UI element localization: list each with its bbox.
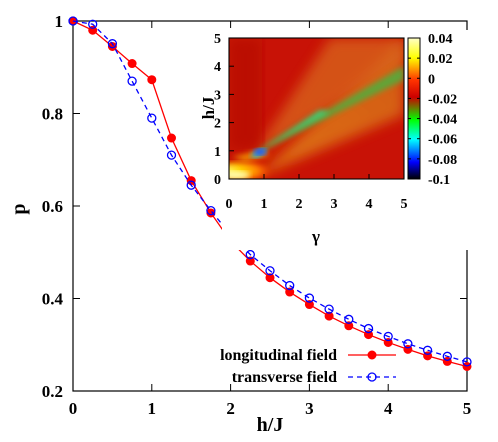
inset-x-tick-labels: 0 1 2 3 4 5 <box>226 197 408 212</box>
inset-axis-ticks <box>228 37 405 180</box>
colorbar-tick-label: -0.08 <box>428 153 457 168</box>
main-y-tick-label: 0.8 <box>42 105 63 124</box>
inset-x-tick-label: 3 <box>331 197 338 212</box>
main-plot: 0 1 2 3 4 5 0.2 0.4 0.6 0.8 1 h/J p <box>8 12 472 436</box>
heatmap-image <box>229 38 404 179</box>
data-point-longitudinal <box>265 273 275 283</box>
inset-x-tick-label: 0 <box>226 197 233 212</box>
series-line-transverse <box>72 20 468 363</box>
colorbar-tick-label: -0.1 <box>428 173 450 188</box>
main-x-tick-label: 3 <box>305 399 314 418</box>
data-point-transverse <box>324 304 334 314</box>
data-point-longitudinal <box>127 59 137 69</box>
data-point-longitudinal <box>147 75 157 85</box>
inset-y-tick-label: 1 <box>214 145 221 160</box>
colorbar-tick-label: -0.04 <box>428 113 457 128</box>
data-point-transverse <box>206 205 216 216</box>
data-point-longitudinal <box>107 41 117 51</box>
data-point-transverse <box>245 249 255 260</box>
data-point-transverse <box>442 351 452 361</box>
data-point-longitudinal <box>167 133 176 143</box>
legend: longitudinal field transverse field <box>220 347 396 386</box>
inset-heatmap: 0 1 2 3 4 5 0 1 2 3 4 5 γ h/J 0.04 0.02 0 -0.02 -0.04 -… <box>199 30 484 250</box>
data-point-transverse <box>422 345 433 355</box>
colorbar <box>407 37 421 180</box>
main-y-axis-label: p <box>8 203 30 214</box>
inset-y-tick-label: 2 <box>214 117 221 132</box>
main-y-tick-labels: 0.2 0.4 0.6 0.8 1 <box>42 12 64 401</box>
inset-y-axis-label: h/J <box>199 96 218 119</box>
data-point-transverse <box>304 293 315 303</box>
inset-x-tick-label: 4 <box>366 197 373 212</box>
main-y-tick-label: 0.2 <box>42 382 63 401</box>
inset-x-tick-label: 5 <box>401 197 408 212</box>
main-y-tick-label: 1 <box>55 12 64 31</box>
main-y-tick-label: 0.4 <box>42 290 64 309</box>
main-x-tick-label: 1 <box>148 399 157 418</box>
colorbar-tick-label: -0.06 <box>428 133 457 148</box>
data-point-transverse <box>107 39 118 49</box>
legend-label-transverse: transverse field <box>232 369 337 386</box>
main-x-tick-label: 0 <box>69 399 78 418</box>
colorbar-ticks: 0.04 0.02 0 -0.02 -0.04 -0.06 -0.08 -0.1 <box>408 32 457 188</box>
data-point-transverse <box>462 357 472 367</box>
colorbar-tick-label: -0.02 <box>428 92 457 107</box>
data-point-longitudinal <box>344 321 354 331</box>
inset-y-tick-label: 4 <box>214 60 221 75</box>
inset-y-tick-labels: 0 1 2 3 4 5 <box>214 32 221 188</box>
legend-label-longitudinal: longitudinal field <box>220 347 337 364</box>
colorbar-tick-label: 0.02 <box>428 52 453 67</box>
inset-x-axis-label: γ <box>311 227 320 246</box>
colorbar-tick-label: 0.04 <box>428 32 453 47</box>
inset-y-tick-label: 0 <box>214 173 221 188</box>
data-point-transverse <box>166 150 177 160</box>
legend-marker-transverse <box>367 372 377 382</box>
data-point-transverse <box>186 180 196 190</box>
main-x-tick-label: 4 <box>384 399 393 418</box>
data-point-transverse <box>344 314 354 324</box>
data-point-transverse <box>68 16 78 26</box>
colorbar-tick-label: 0 <box>428 72 435 87</box>
data-point-longitudinal <box>245 256 255 266</box>
data-point-longitudinal <box>324 311 334 321</box>
heatmap-frame <box>228 37 405 180</box>
inset-x-tick-label: 1 <box>261 197 268 212</box>
main-x-tick-label: 2 <box>226 399 235 418</box>
main-x-axis-label: h/J <box>257 414 284 436</box>
data-point-longitudinal <box>304 300 314 310</box>
data-point-transverse <box>363 323 374 334</box>
data-point-transverse <box>403 339 413 349</box>
data-point-transverse <box>285 280 295 291</box>
main-x-tick-label: 5 <box>463 399 472 418</box>
inset-y-tick-label: 5 <box>214 32 221 47</box>
data-point-transverse <box>88 19 98 29</box>
data-point-transverse <box>383 331 393 342</box>
main-y-tick-label: 0.6 <box>42 197 63 216</box>
main-x-tick-labels: 0 1 2 3 4 5 <box>69 399 472 418</box>
data-point-transverse <box>147 113 157 123</box>
inset-x-tick-label: 2 <box>296 197 303 212</box>
data-point-transverse <box>127 76 137 86</box>
legend-marker-longitudinal <box>367 350 377 360</box>
inset-y-tick-label: 3 <box>214 88 221 103</box>
data-point-transverse <box>265 266 275 276</box>
data-point-longitudinal <box>285 287 295 297</box>
